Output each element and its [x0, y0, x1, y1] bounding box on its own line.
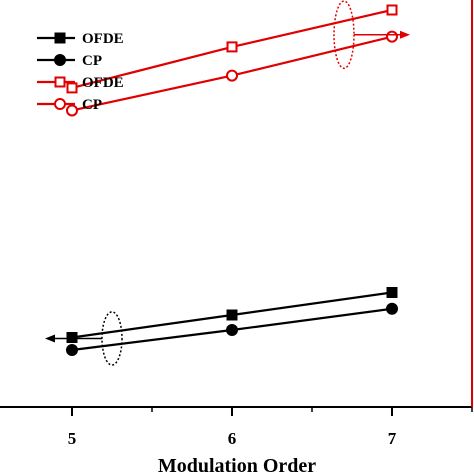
- series-left-filled-square: [66, 287, 398, 343]
- data-point: [386, 30, 398, 43]
- legend-entry: CP: [37, 97, 102, 113]
- legend-label: CP: [82, 53, 102, 69]
- data-point: [226, 41, 238, 53]
- group-ellipse: [101, 311, 123, 366]
- data-point: [386, 287, 398, 298]
- data-point: [386, 302, 398, 315]
- legend-label: CP: [82, 97, 102, 113]
- annotations: [45, 0, 410, 366]
- x-tick-label: 7: [388, 429, 397, 448]
- legend-entry: OFDE: [37, 75, 124, 91]
- data-point: [66, 332, 78, 343]
- x-axis-title: Modulation Order: [158, 455, 316, 474]
- axis-pointer-left: [45, 311, 123, 366]
- pointer-arrow-head: [400, 30, 410, 39]
- plot-frame: [0, 0, 473, 408]
- data-point: [386, 4, 398, 16]
- legend-entry: OFDE: [37, 31, 124, 47]
- group-ellipse: [333, 0, 355, 70]
- pointer-arrow-head: [45, 334, 55, 343]
- x-tick-label: 5: [68, 429, 77, 448]
- legend: OFDE CP OFDE CP: [37, 31, 124, 113]
- series-left-filled-circle: [66, 302, 398, 356]
- x-tick-label: 6: [228, 429, 237, 448]
- legend-label: OFDE: [82, 75, 124, 91]
- data-point: [66, 344, 78, 356]
- data-point: [226, 324, 238, 336]
- legend-marker: [54, 32, 66, 44]
- data-point: [66, 104, 78, 117]
- data-point: [226, 69, 238, 82]
- x-ticks: 5 6 7: [68, 407, 473, 448]
- legend-entry: CP: [37, 53, 102, 69]
- axis-pointer-right: [333, 0, 410, 70]
- series-right-open-square: [66, 4, 398, 94]
- legend-marker: [54, 76, 66, 88]
- legend-label: OFDE: [82, 31, 124, 47]
- data-point: [66, 82, 78, 94]
- legend-marker: [54, 98, 66, 110]
- series-layer: [66, 4, 398, 356]
- legend-marker: [54, 54, 66, 66]
- data-point: [226, 309, 238, 321]
